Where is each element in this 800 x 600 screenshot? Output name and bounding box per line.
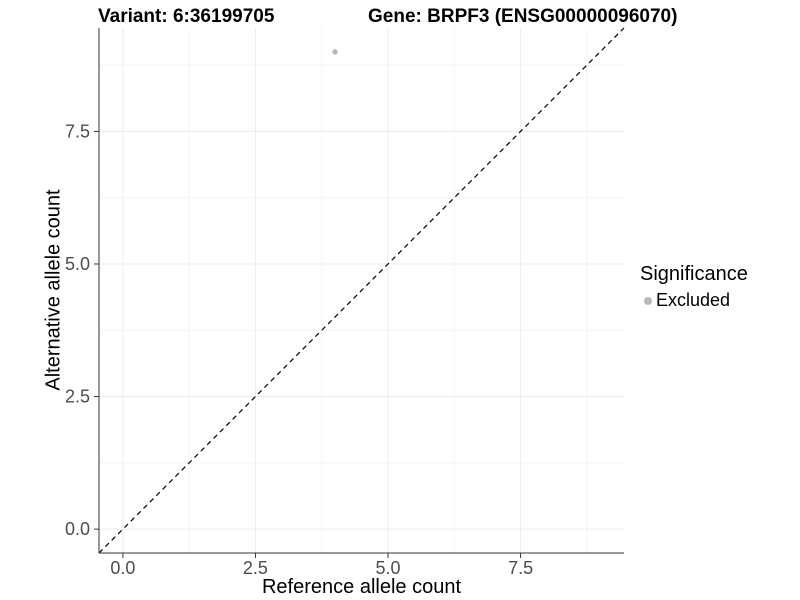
data-point	[332, 49, 338, 55]
x-tick-label: 5.0	[375, 558, 400, 578]
legend-entry-label: Excluded	[656, 290, 731, 310]
excluded-point-icon	[644, 296, 652, 305]
identity-line	[98, 27, 625, 554]
y-tick-label: 7.5	[65, 121, 90, 141]
y-axis-title: Alternative allele count	[42, 189, 65, 391]
legend-entry-excluded: Excluded	[640, 290, 748, 311]
x-tick-label: 2.5	[243, 558, 268, 578]
y-tick-label: 2.5	[65, 387, 90, 407]
x-tick-label: 7.5	[508, 558, 533, 578]
legend: Significance Excluded	[640, 263, 748, 311]
gene-title: Gene: BRPF3 (ENSG00000096070)	[368, 6, 678, 27]
legend-title: Significance	[640, 263, 748, 285]
x-tick-label: 0.0	[110, 558, 135, 578]
variant-title: Variant: 6:36199705	[98, 6, 275, 27]
y-tick-label: 5.0	[65, 254, 90, 274]
x-axis-title: Reference allele count	[261, 576, 461, 598]
y-tick-label: 0.0	[65, 519, 90, 539]
